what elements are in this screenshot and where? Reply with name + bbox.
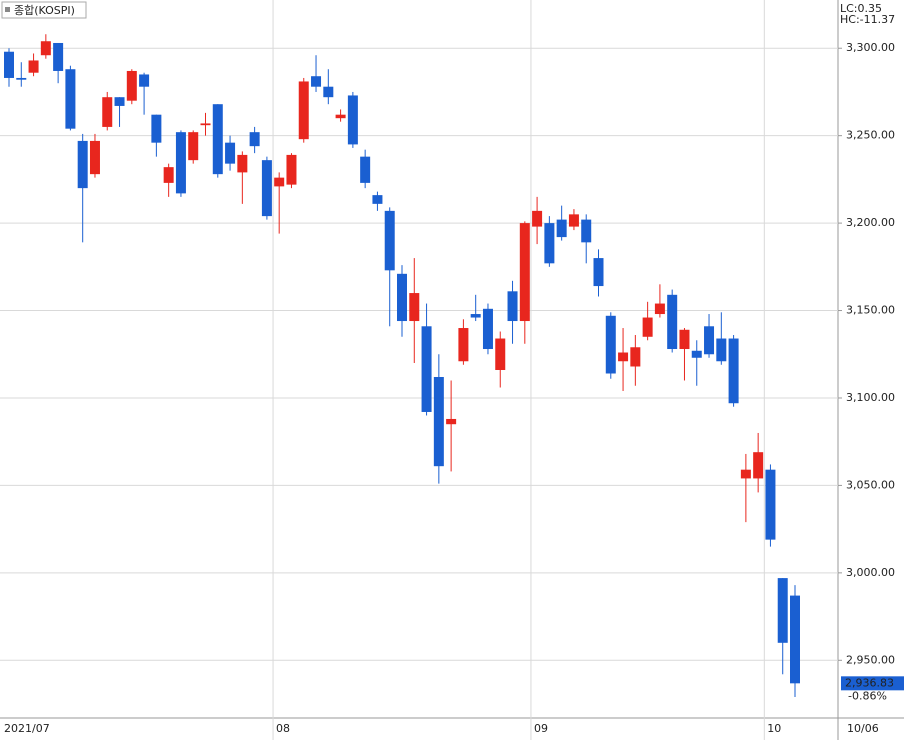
- y-tick-label: 3,000.00: [846, 566, 895, 579]
- candle-body: [311, 76, 322, 87]
- candle-body: [667, 294, 678, 350]
- y-tick-label: 3,250.00: [846, 129, 895, 142]
- candle-body: [728, 338, 739, 404]
- candle-body: [581, 219, 592, 243]
- candle-body: [249, 132, 260, 147]
- candle-body: [532, 210, 543, 227]
- candle-body: [409, 293, 420, 322]
- candle-body: [790, 595, 800, 684]
- candle-body: [544, 223, 555, 264]
- candle-body: [593, 258, 604, 287]
- candle-body: [605, 315, 616, 374]
- candle-body: [114, 97, 125, 106]
- candle-body: [335, 114, 346, 119]
- candle-body: [126, 70, 137, 101]
- title-box: [1, 1, 87, 19]
- candle-body: [568, 214, 579, 227]
- candle-body: [446, 418, 457, 425]
- candle-body: [458, 328, 469, 362]
- candle-body: [753, 452, 764, 479]
- last-price-label: 2,936.83: [845, 676, 894, 689]
- candle-body: [102, 97, 113, 127]
- candle-body: [139, 74, 150, 87]
- candle-body: [421, 326, 432, 412]
- candle-body: [372, 195, 383, 204]
- candle-body: [4, 51, 14, 78]
- candle-body: [384, 210, 395, 271]
- candle-body: [618, 352, 629, 362]
- x-tick-label: 10: [767, 722, 781, 735]
- y-tick-label: 2,950.00: [846, 653, 895, 666]
- candle-body: [188, 132, 199, 161]
- candle-body: [151, 114, 162, 143]
- candle-body: [16, 77, 27, 80]
- x-tick-label: 09: [534, 722, 548, 735]
- candle-body: [175, 132, 186, 194]
- candle-body: [163, 167, 174, 183]
- candle-body: [704, 326, 715, 355]
- candle-body: [286, 154, 297, 185]
- candle-body: [274, 177, 285, 187]
- candle-body: [347, 95, 358, 145]
- candle-body: [53, 42, 64, 71]
- candle-body: [433, 376, 444, 467]
- candle-body: [65, 69, 76, 129]
- x-tick-label: 08: [276, 722, 290, 735]
- change-label: -0.86%: [848, 689, 887, 702]
- candle-body: [77, 140, 88, 189]
- candle-body: [89, 140, 100, 175]
- candle-body: [397, 273, 407, 322]
- candle-body: [765, 469, 776, 540]
- candle-body: [556, 219, 567, 238]
- indicator-label: LC:0.35: [840, 2, 882, 15]
- y-tick-label: 3,300.00: [846, 41, 895, 54]
- candle-body: [519, 223, 530, 322]
- candle-body: [495, 338, 506, 370]
- candle-body: [777, 578, 788, 643]
- candle-body: [261, 160, 272, 217]
- indicator-label: HC:-11.37: [840, 13, 895, 26]
- candle-body: [654, 303, 665, 315]
- candle-body: [642, 317, 653, 337]
- candle-body: [200, 123, 211, 126]
- candle-body: [40, 41, 51, 56]
- candle-body: [740, 469, 751, 479]
- last-price-tag: [841, 676, 904, 691]
- candle-body: [323, 86, 334, 98]
- candle-body: [630, 347, 641, 367]
- candle-body: [298, 81, 309, 140]
- candle-body: [225, 142, 236, 164]
- x-tick-label: 2021/07: [4, 722, 50, 735]
- title-icon: [5, 7, 10, 12]
- candle-body: [237, 154, 248, 173]
- candle-body: [28, 60, 39, 73]
- y-tick-label: 3,150.00: [846, 304, 895, 317]
- candle-body: [679, 329, 690, 350]
- chart-title: 종합(KOSPI): [14, 4, 75, 17]
- candle-body: [507, 291, 518, 322]
- candle-body: [691, 350, 702, 358]
- y-tick-label: 3,050.00: [846, 478, 895, 491]
- candle-body: [470, 314, 481, 318]
- y-tick-label: 3,100.00: [846, 391, 895, 404]
- candle-body: [212, 104, 223, 175]
- y-tick-label: 3,200.00: [846, 216, 895, 229]
- x-last-date: 10/06: [847, 722, 879, 735]
- candle-body: [482, 308, 493, 350]
- candle-body: [716, 338, 727, 362]
- candle-body: [360, 156, 371, 183]
